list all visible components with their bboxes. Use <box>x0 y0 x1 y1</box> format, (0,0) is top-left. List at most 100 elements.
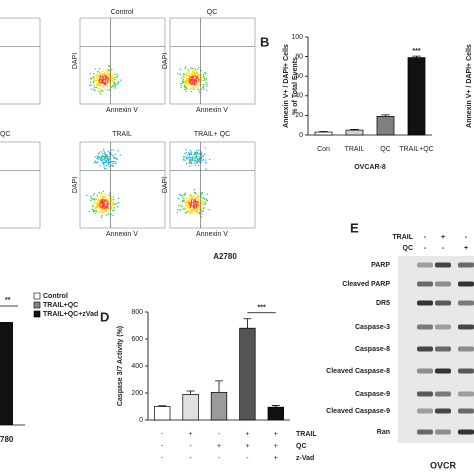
flow-dot <box>100 93 102 95</box>
flow-dot <box>193 188 196 191</box>
flow-dot <box>198 75 200 77</box>
flow-dot <box>182 73 185 75</box>
treatment-sign: - <box>218 431 221 438</box>
flow-dot <box>108 194 111 197</box>
flow-dot <box>92 81 95 84</box>
flow-dot <box>192 206 194 208</box>
flow-dot <box>110 196 113 198</box>
flow-dot <box>107 160 110 163</box>
flow-dot <box>115 157 117 160</box>
flow-dot <box>106 155 108 157</box>
flow-dot <box>193 205 196 208</box>
flow-dot <box>197 153 200 155</box>
flow-dot <box>106 201 109 204</box>
error-bar <box>186 390 195 395</box>
flow-dot <box>190 204 192 206</box>
flow-dot <box>190 78 192 81</box>
y-axis-label: Caspase 3/7 Activity (%) <box>117 326 124 406</box>
flow-dot <box>111 204 114 207</box>
flow-dot <box>189 149 191 152</box>
bar <box>154 406 171 421</box>
flow-dot <box>180 82 182 85</box>
flow-dot <box>185 90 187 93</box>
flow-dot <box>189 82 192 84</box>
flow-dot <box>206 85 208 87</box>
flow-dot <box>102 152 104 155</box>
flow-dot <box>192 196 194 198</box>
flow-dot <box>188 195 191 197</box>
blot-band <box>458 346 474 352</box>
flow-dot <box>186 76 188 78</box>
blot-band <box>417 300 433 306</box>
flow-dot <box>194 74 196 77</box>
flow-dot <box>107 206 109 208</box>
flow-dot <box>196 77 198 79</box>
flow-dot <box>102 158 104 160</box>
flow-dot <box>95 197 97 199</box>
flow-dot <box>103 207 106 210</box>
flow-dot <box>89 195 92 198</box>
flow-dot <box>93 79 95 81</box>
flow-dot <box>109 89 111 91</box>
flow-dot <box>203 198 205 200</box>
flow-dot <box>99 210 101 212</box>
flow-dot <box>177 73 179 75</box>
flow-dot <box>179 209 181 211</box>
flow-dot <box>94 160 97 162</box>
flow-dot <box>195 200 198 203</box>
flow-dot <box>108 201 110 204</box>
flow-dot <box>193 81 195 83</box>
blot-band <box>435 408 451 414</box>
flow-dot <box>188 74 190 76</box>
flow-dot <box>195 80 198 82</box>
blot-band <box>417 391 433 397</box>
flow-dot <box>196 202 199 204</box>
flow-dot <box>102 195 104 198</box>
flow-dot <box>94 87 96 89</box>
flow-dot <box>201 80 203 82</box>
flow-dot <box>202 200 204 203</box>
flow-dot <box>97 75 100 77</box>
chart-title: OVCAR-8 <box>354 164 386 171</box>
flow-dot <box>92 205 94 208</box>
flow-dot <box>188 70 191 73</box>
blot-band <box>435 429 451 435</box>
flow-dot <box>106 158 109 160</box>
flow-dot <box>193 82 195 85</box>
flow-dot <box>193 88 195 91</box>
blot-band <box>458 324 474 330</box>
flow-dot <box>101 193 103 195</box>
flow-dot <box>191 157 194 159</box>
flow-dot <box>116 73 119 75</box>
blot-band <box>417 281 433 287</box>
error-bar <box>381 114 390 117</box>
flow-dot <box>107 207 110 210</box>
flow-dot <box>96 203 98 205</box>
flow-dot <box>104 152 106 154</box>
flow-plot <box>0 17 41 105</box>
flow-dot <box>185 74 188 77</box>
x-tick-label: TRAIL+QC <box>399 146 433 153</box>
condition-name: QC <box>403 245 414 252</box>
flow-dot <box>104 196 107 198</box>
flow-dot <box>92 210 95 213</box>
flow-dot <box>196 72 199 75</box>
plot-title: QC <box>207 9 218 16</box>
flow-dot <box>205 77 207 80</box>
flow-dot <box>102 161 104 163</box>
flow-dot <box>195 156 197 158</box>
blot-label: Ran <box>377 429 390 436</box>
flow-dot <box>98 71 101 73</box>
flow-x-label: Annexin V <box>196 231 228 238</box>
flow-dot <box>190 73 192 76</box>
flow-dot <box>186 84 188 86</box>
flow-dot <box>183 79 185 82</box>
flow-dot <box>193 202 195 204</box>
flow-dot <box>196 205 198 208</box>
flow-dot <box>107 79 109 81</box>
flow-dot <box>103 84 105 87</box>
treatment-sign: - <box>161 443 164 450</box>
flow-dot <box>185 162 188 165</box>
flow-dot <box>189 196 191 199</box>
flow-dot <box>197 68 199 71</box>
